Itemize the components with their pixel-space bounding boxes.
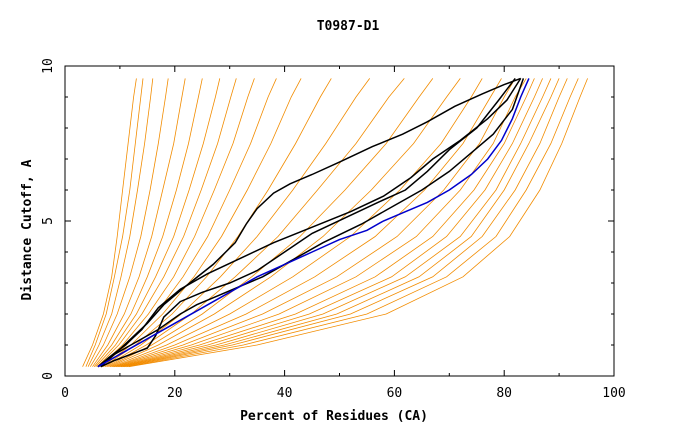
y-tick-label: 5 [41, 217, 56, 225]
ensemble-curve-20 [117, 78, 535, 368]
ensemble-curve-14 [108, 78, 434, 368]
highlight-curve-29 [100, 77, 516, 368]
y-axis-title: Distance Cutoff, A [20, 159, 35, 300]
ensemble-curve-25 [126, 78, 579, 368]
ensemble-curve-6 [95, 78, 221, 367]
ensemble-curve-19 [115, 78, 527, 368]
ensemble-curve-5 [93, 78, 203, 367]
ensemble-curve-1 [85, 78, 144, 367]
ensemble-curve-21 [119, 78, 543, 368]
axis-ticks: 0 20 40 60 80 100 0 5 10 [41, 58, 626, 401]
x-axis-title: Percent of Residues (CA) [240, 409, 428, 424]
plot-curves [82, 77, 588, 368]
highlight-curve-30 [100, 78, 525, 368]
ensemble-curve-15 [109, 78, 461, 368]
ensemble-curve-2 [87, 78, 154, 367]
ensemble-curve-22 [120, 78, 552, 368]
x-tick-label: 60 [387, 386, 403, 401]
ensemble-curve-23 [122, 78, 560, 368]
ensemble-curve-13 [106, 78, 405, 368]
ensemble-curve-8 [98, 78, 255, 367]
ensemble-curve-24 [124, 78, 568, 368]
y-tick-label: 0 [41, 372, 56, 380]
x-tick-label: 100 [602, 386, 625, 401]
x-tick-label: 40 [277, 386, 293, 401]
ensemble-curve-0 [82, 78, 137, 367]
target-curve-31 [97, 78, 530, 368]
x-tick-label: 80 [496, 386, 512, 401]
x-tick-label: 0 [61, 386, 69, 401]
ensemble-curve-3 [89, 78, 169, 367]
ensemble-curve-7 [97, 78, 237, 367]
ensemble-curve-11 [103, 78, 332, 368]
highlight-curve-28 [97, 77, 521, 368]
x-tick-label: 20 [167, 386, 183, 401]
ensemble-curve-17 [113, 78, 502, 368]
chart-title: T0987-D1 [317, 19, 380, 34]
ensemble-curve-4 [92, 78, 186, 367]
y-tick-label: 10 [41, 58, 56, 74]
ensemble-curve-18 [114, 78, 516, 368]
ensemble-curve-10 [102, 78, 302, 368]
ensemble-curve-26 [128, 78, 588, 368]
